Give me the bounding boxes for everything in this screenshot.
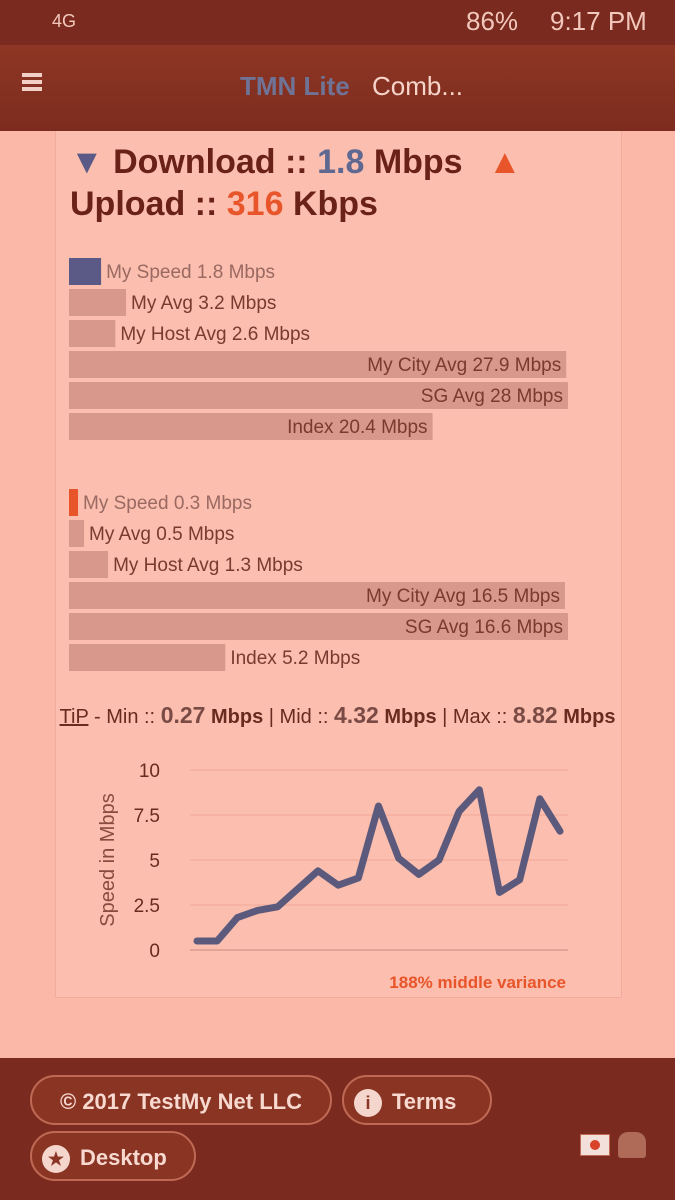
footer: © 2017 TestMy Net LLC i Terms ★ Desktop: [0, 1058, 675, 1200]
bar: [69, 613, 568, 640]
bar-label: My City Avg 16.5 Mbps: [366, 586, 560, 607]
bar-label: My Host Avg 2.6 Mbps: [120, 324, 310, 345]
tip-unit: Mbps: [563, 706, 616, 728]
y-tick-label: 0: [149, 941, 160, 962]
y-tick-label: 7.5: [134, 806, 160, 827]
brand: TMN Lite: [240, 71, 350, 101]
tip-text: - Min ::: [94, 706, 156, 728]
bar: [69, 258, 102, 285]
upload-value: 316: [226, 185, 284, 223]
bar: [69, 644, 226, 671]
desktop-label: Desktop: [80, 1145, 167, 1170]
download-label: Download ::: [113, 143, 308, 181]
terms-label: Terms: [392, 1089, 457, 1114]
tip-unit: Mbps: [211, 706, 264, 728]
bar-label: My City Avg 27.9 Mbps: [367, 355, 561, 376]
bar-label: SG Avg 28 Mbps: [421, 386, 563, 407]
bar-label: Index 20.4 Mbps: [287, 417, 427, 438]
annotation: 188% middle variance: [389, 973, 566, 992]
android-icon[interactable]: [618, 1132, 646, 1158]
desktop-button[interactable]: ★ Desktop: [30, 1131, 196, 1181]
bar-label: My Avg 0.5 Mbps: [89, 524, 234, 545]
bar: [69, 489, 79, 516]
tip-text: | Max ::: [442, 706, 508, 728]
bar: [69, 382, 568, 409]
download-value: 1.8: [317, 143, 365, 181]
bar: [69, 551, 109, 578]
time: 9:17 PM: [550, 6, 647, 36]
header-title: Comb...: [372, 71, 464, 101]
y-tick-label: 5: [149, 851, 160, 872]
bar-label: My Speed 1.8 Mbps: [106, 262, 275, 283]
header: TMN Lite Comb...: [0, 45, 675, 131]
download-unit: Mbps: [373, 143, 463, 181]
line: [193, 786, 564, 945]
charts: My Speed 1.8 Mbps My Avg 3.2 Mbps My Host …: [69, 258, 568, 992]
tip-value: 4.32: [334, 702, 379, 728]
tip-text: | Mid ::: [268, 706, 329, 728]
tip-link[interactable]: TiP: [59, 706, 89, 728]
upload-label: Upload ::: [70, 185, 218, 223]
bar-label: My Avg 3.2 Mbps: [131, 293, 276, 314]
y-tick-label: 10: [139, 761, 160, 782]
bar-label: Index 5.2 Mbps: [230, 648, 360, 669]
y-axis-label: Speed in Mbps: [97, 793, 119, 926]
battery: 86%: [466, 6, 519, 36]
tip-value: 0.27: [160, 702, 206, 728]
menu-button[interactable]: [22, 73, 42, 91]
flag-icon[interactable]: [580, 1134, 610, 1156]
tip: TiP - Min :: 0.27 Mbps | Mid :: 4.32 Mbp…: [55, 703, 620, 729]
tip-value: 8.82: [512, 702, 558, 728]
bar: [69, 351, 567, 378]
bar: [69, 582, 565, 609]
tip-unit: Mbps: [384, 706, 437, 728]
bar: [69, 520, 85, 547]
bar-label: My Host Avg 1.3 Mbps: [113, 555, 303, 576]
bar: [69, 413, 433, 440]
bar: [69, 320, 116, 347]
copyright-button[interactable]: © 2017 TestMy Net LLC: [30, 1075, 332, 1125]
bar-label: SG Avg 16.6 Mbps: [405, 617, 563, 638]
download-line: ▼ Download :: 1.8 Mbps ▲: [70, 143, 522, 181]
terms-button[interactable]: i Terms: [342, 1075, 492, 1125]
network: 4G: [52, 11, 77, 31]
upload-unit: Kbps: [292, 185, 378, 223]
y-tick-label: 2.5: [134, 896, 160, 917]
status-bar: 4G 86% 9:17 PM: [0, 0, 675, 45]
upload-line: Upload :: 316 Kbps: [70, 185, 378, 224]
bar: [69, 289, 127, 316]
bar-label: My Speed 0.3 Mbps: [83, 493, 252, 514]
